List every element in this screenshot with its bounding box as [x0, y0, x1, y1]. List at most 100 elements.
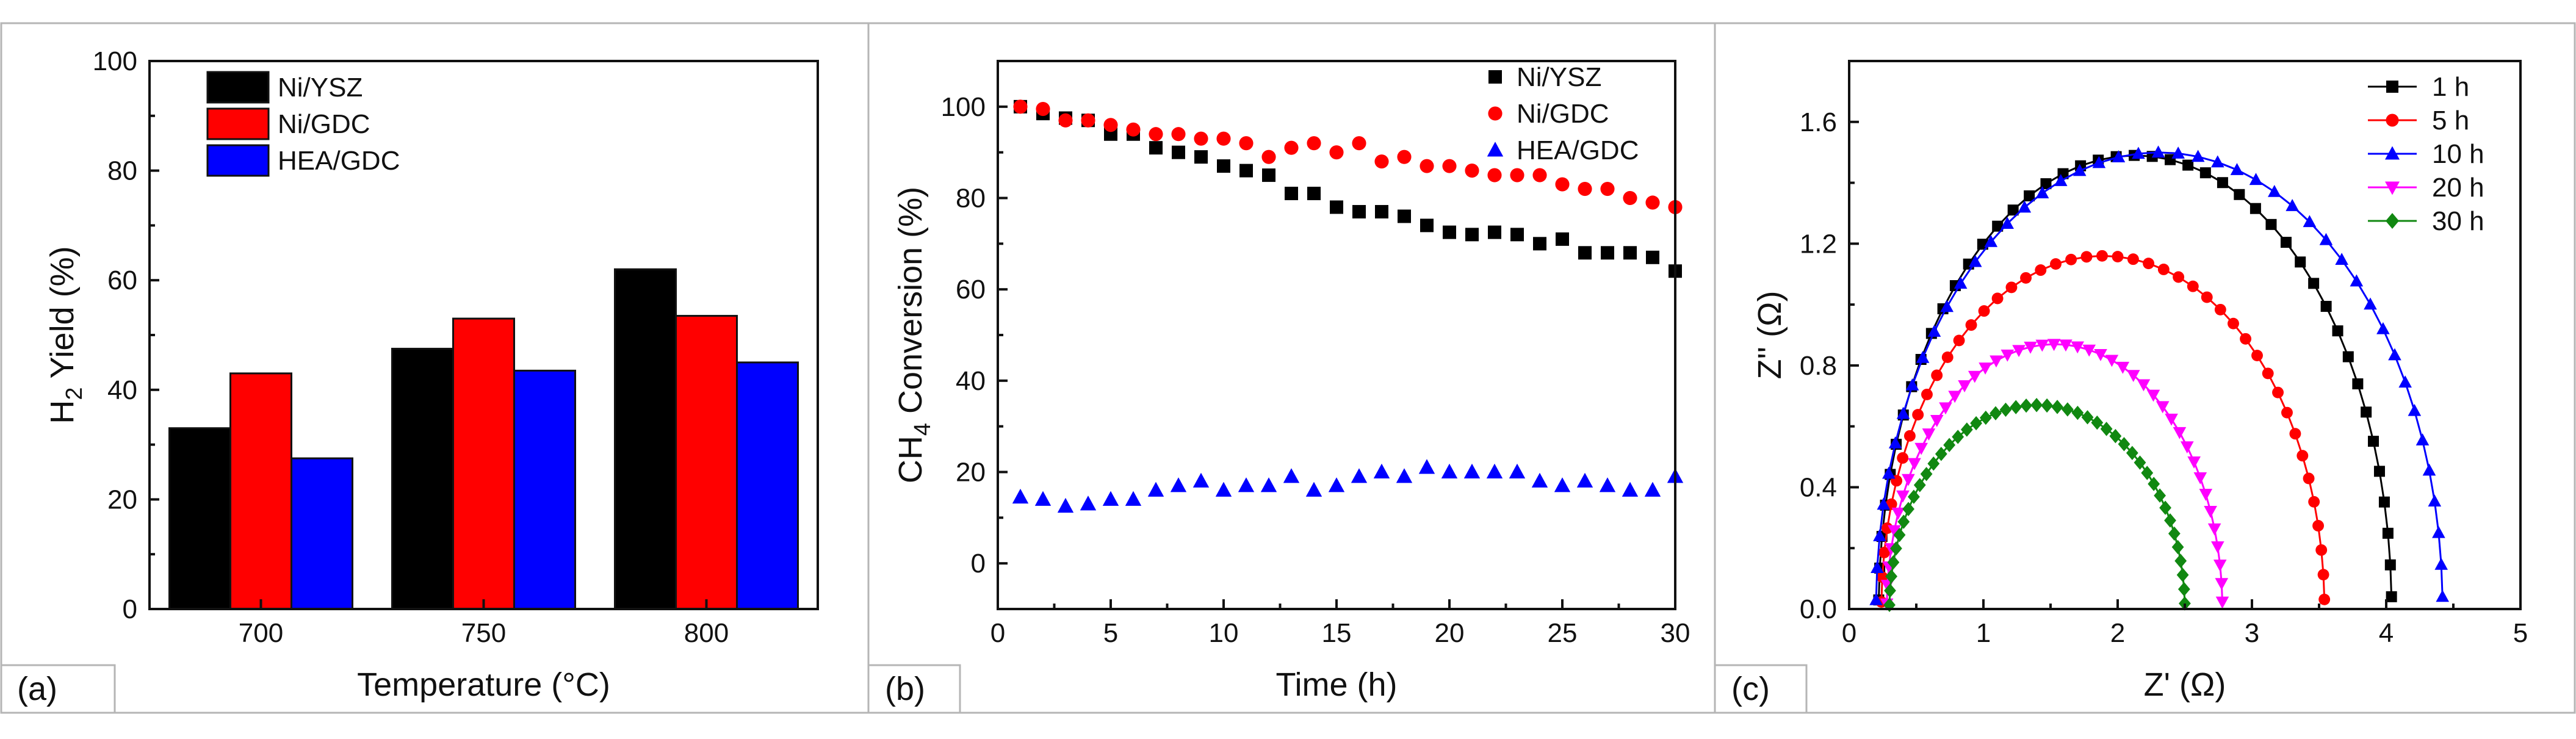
point-ni-gdc — [1532, 168, 1547, 182]
point-ni-ysz — [1488, 225, 1501, 239]
point-30h — [2071, 405, 2084, 420]
point-20h — [1922, 428, 1936, 441]
point-1h — [2182, 159, 2194, 171]
y-tick-label: 1.2 — [1800, 229, 1837, 259]
x-tick-label: 750 — [461, 618, 506, 648]
point-1h — [2265, 218, 2277, 230]
y-axis-title: CH4 Conversion (%) — [892, 187, 936, 483]
y-tick-label: 0.0 — [1800, 594, 1837, 624]
point-ni-gdc — [1352, 136, 1366, 151]
point-10h — [2434, 557, 2448, 570]
point-ni-gdc — [1126, 122, 1141, 137]
point-30h — [1960, 422, 1973, 437]
point-20h — [2165, 413, 2178, 426]
x-tick-label: 0 — [1842, 618, 1856, 648]
point-1h — [2199, 167, 2211, 179]
x-tick-label: 0 — [990, 618, 1005, 648]
point-10h — [2092, 156, 2106, 168]
point-10h — [2001, 217, 2014, 229]
point-1h — [2007, 204, 2019, 216]
point-10h — [2230, 163, 2244, 175]
point-5h — [1921, 388, 1933, 400]
point-ni-ysz — [1330, 200, 1343, 214]
point-10h — [2073, 164, 2087, 176]
point-5h — [2065, 253, 2077, 265]
point-30h — [2176, 568, 2189, 582]
legend-label: 1 h — [2432, 72, 2469, 102]
point-30h — [1999, 402, 2012, 417]
point-20h — [2173, 427, 2187, 439]
bar-hea-gdc-750 — [513, 369, 576, 610]
point-20h — [2126, 370, 2140, 383]
point-ni-ysz — [1149, 141, 1163, 155]
point-ni-gdc — [1510, 168, 1524, 182]
point-5h — [1897, 452, 1909, 464]
point-5h — [2187, 280, 2199, 292]
point-10h — [2210, 155, 2224, 168]
point-10h — [2018, 200, 2032, 213]
point-20h — [1896, 490, 1910, 503]
point-ni-gdc — [1307, 136, 1321, 151]
point-ni-gdc — [1397, 150, 1412, 164]
point-10h — [2415, 433, 2430, 445]
point-10h — [1916, 351, 1930, 363]
point-1h — [2234, 189, 2245, 200]
point-5h — [2080, 251, 2093, 263]
legend-label: Ni/YSZ — [1517, 62, 1601, 92]
point-10h — [2054, 174, 2068, 186]
point-hea-gdc — [1622, 481, 1639, 497]
point-30h — [2020, 398, 2033, 413]
point-ni-gdc — [1645, 195, 1660, 210]
point-hea-gdc — [1147, 481, 1164, 497]
point-30h — [1890, 541, 1902, 556]
point-30h — [2010, 400, 2022, 414]
point-30h — [1970, 416, 1983, 431]
point-1h — [2361, 406, 2372, 418]
point-ni-gdc — [1036, 102, 1050, 117]
point-10h — [2171, 146, 2185, 159]
point-30h — [2168, 526, 2181, 541]
point-hea-gdc — [1599, 477, 1616, 492]
point-hea-gdc — [1441, 463, 1458, 478]
point-30h — [2126, 445, 2138, 460]
point-20h — [2001, 349, 2015, 362]
point-5h — [2214, 303, 2226, 315]
point-5h — [2262, 367, 2274, 380]
point-ni-gdc — [1013, 99, 1028, 114]
point-1h — [2280, 237, 2292, 248]
point-5h — [2281, 406, 2293, 419]
point-1h — [2320, 301, 2332, 312]
point-10h — [2364, 297, 2377, 310]
point-ni-ysz — [1352, 204, 1366, 218]
x-axis-title: Time (h) — [1276, 666, 1398, 703]
point-5h — [2318, 593, 2331, 605]
point-20h — [2187, 456, 2201, 469]
point-1h — [2040, 178, 2052, 190]
point-30h — [2109, 428, 2122, 444]
y-tick-label: 80 — [956, 184, 986, 214]
point-1h — [2332, 325, 2343, 337]
legend-marker — [2386, 81, 2398, 93]
point-5h — [2127, 253, 2139, 265]
y-tick-label: 0 — [971, 549, 986, 579]
x-tick-label: 20 — [1435, 618, 1465, 648]
point-ni-gdc — [1578, 181, 1592, 196]
point-30h — [2154, 488, 2167, 503]
point-30h — [1908, 489, 1920, 504]
point-10h — [2035, 186, 2049, 198]
point-10h — [2432, 525, 2445, 538]
point-10h — [2319, 233, 2333, 245]
point-20h — [2035, 339, 2049, 352]
point-5h — [2317, 569, 2329, 581]
point-20h — [1914, 442, 1928, 455]
point-hea-gdc — [1418, 459, 1435, 474]
point-hea-gdc — [1509, 463, 1526, 478]
y-tick-label: 20 — [956, 458, 986, 488]
point-20h — [2012, 345, 2026, 358]
point-5h — [2143, 258, 2155, 270]
legend-marker — [2385, 181, 2400, 195]
point-20h — [2207, 523, 2221, 536]
bar-ni-ysz-800 — [614, 268, 677, 610]
point-hea-gdc — [1554, 477, 1571, 492]
point-1h — [2295, 256, 2306, 268]
